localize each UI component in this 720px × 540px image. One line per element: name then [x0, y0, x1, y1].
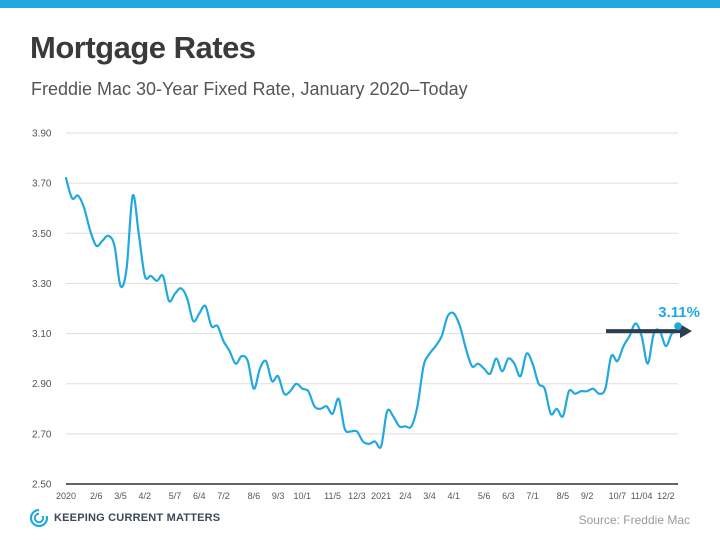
y-tick-label: 3.90 [32, 129, 52, 140]
x-tick-label: 6/3 [502, 491, 515, 501]
x-tick-label: 2021 [371, 491, 391, 501]
x-tick-label: 4/2 [139, 491, 152, 501]
x-tick-label: 10/7 [609, 491, 627, 501]
brand-logo: KEEPING CURRENT MATTERS [30, 509, 220, 527]
x-tick-label: 2/4 [399, 491, 412, 501]
latest-rate-label: 3.11% [658, 304, 700, 321]
x-tick-label: 7/1 [526, 491, 539, 501]
y-tick-label: 3.30 [32, 279, 52, 290]
x-tick-label: 2020 [56, 491, 76, 501]
x-tick-label: 10/1 [294, 491, 312, 501]
kcm-swirl-icon [30, 509, 48, 527]
y-tick-label: 2.90 [32, 379, 52, 390]
source-note: Source: Freddie Mac [578, 513, 690, 527]
x-tick-label: 12/2 [657, 491, 675, 501]
top-accent-bar [0, 0, 720, 8]
y-tick-label: 3.70 [32, 179, 52, 190]
x-axis-ticks: 2020 2/6 3/5 4/2 5/7 6/4 7/2 8/6 9/3 10/1 11/5 12/3… [56, 491, 675, 501]
annotation-layer: 3.11% [606, 304, 700, 339]
brand-name: KEEPING CURRENT MATTERS [54, 512, 221, 524]
x-tick-label: 2/6 [90, 491, 103, 501]
y-tick-label: 2.70 [32, 429, 52, 440]
x-tick-label: 11/5 [324, 491, 341, 501]
x-tick-label: 9/3 [272, 491, 285, 501]
y-tick-label: 2.50 [32, 480, 52, 491]
x-tick-label: 9/2 [581, 491, 594, 501]
x-tick-label: 5/6 [478, 491, 491, 501]
callout-arrow-head [680, 324, 692, 339]
series-layer [64, 177, 680, 449]
y-tick-label: 3.10 [32, 329, 52, 340]
x-tick-label: 8/6 [248, 491, 261, 501]
x-tick-label: 11/04 [631, 491, 653, 501]
x-tick-label: 6/4 [193, 491, 206, 501]
x-tick-label: 4/1 [448, 491, 461, 501]
x-tick-label: 8/5 [557, 491, 570, 501]
x-tick-label: 7/2 [217, 491, 230, 501]
x-tick-label: 3/5 [114, 491, 127, 501]
chart-subtitle: Freddie Mac 30-Year Fixed Rate, January … [31, 79, 468, 99]
gridlines [66, 132, 678, 485]
chart-title: Mortgage Rates [30, 30, 256, 65]
x-tick-label: 3/4 [423, 491, 436, 501]
rate-series-line [64, 177, 680, 449]
y-axis-ticks: 2.50 2.70 2.90 3.10 3.30 3.50 3.70 3.90 [32, 129, 52, 491]
y-tick-label: 3.50 [32, 229, 52, 240]
latest-point-marker [674, 322, 682, 330]
x-tick-label: 5/7 [169, 491, 182, 501]
x-tick-label: 12/3 [348, 491, 366, 501]
